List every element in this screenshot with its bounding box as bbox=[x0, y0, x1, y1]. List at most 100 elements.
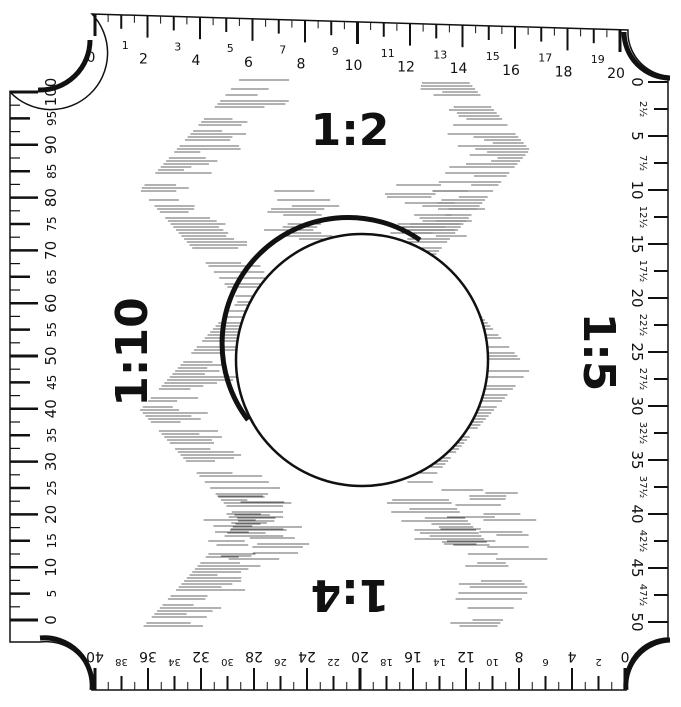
tick-label-top: 5 bbox=[227, 42, 234, 55]
tick-label-left: 40 bbox=[42, 399, 60, 418]
tick-label-top: 19 bbox=[591, 53, 605, 66]
tick-label-right: 50 bbox=[628, 612, 646, 631]
tick-label-right: 7½ bbox=[637, 155, 649, 171]
tick-label-right: 10 bbox=[628, 180, 646, 199]
tick-label-left: 10 bbox=[42, 558, 60, 577]
tick-label-bottom: 16 bbox=[404, 648, 422, 664]
scale-left-1-10: 0 5 10 15 20 25 30 35 40 45 50 55 60 65 70 75 80 85 90 95 10… bbox=[10, 78, 60, 625]
tick-label-left: 45 bbox=[45, 375, 59, 390]
tick-label-top: 9 bbox=[332, 45, 339, 58]
tick-label-bottom: 10 bbox=[486, 656, 499, 667]
central-hole bbox=[234, 232, 490, 488]
tick-label-right: 15 bbox=[628, 234, 646, 253]
corner-arc-top-left bbox=[37, 39, 93, 93]
tick-label-right: 30 bbox=[628, 396, 646, 415]
tick-label-bottom: 26 bbox=[274, 656, 287, 667]
tick-label-left: 55 bbox=[45, 322, 59, 337]
tick-label-left: 65 bbox=[45, 269, 59, 284]
tick-label-top: 0 bbox=[87, 50, 96, 66]
tick-label-top: 16 bbox=[502, 63, 520, 79]
tick-label-bottom: 32 bbox=[192, 648, 210, 664]
tick-label-left: 50 bbox=[42, 346, 60, 365]
tick-label-bottom: 20 bbox=[351, 648, 369, 664]
tick-label-top: 3 bbox=[174, 40, 181, 53]
tick-label-bottom: 28 bbox=[245, 648, 263, 664]
tick-label-right: 45 bbox=[628, 558, 646, 577]
tick-label-left: 75 bbox=[45, 216, 59, 231]
tick-label-top: 11 bbox=[381, 47, 395, 60]
tick-label-top: 2 bbox=[139, 52, 148, 68]
tick-label-bottom: 22 bbox=[327, 656, 340, 667]
tick-label-left: 100 bbox=[42, 78, 60, 107]
tick-label-top: 12 bbox=[397, 60, 415, 76]
tick-label-top: 7 bbox=[279, 44, 286, 57]
tick-label-bottom: 24 bbox=[298, 648, 316, 664]
tick-label-top: 4 bbox=[192, 53, 201, 69]
ratio-label-bottom: 1:4 bbox=[311, 569, 390, 620]
corner-arc-bottom-right bbox=[623, 637, 671, 691]
tick-label-left: 20 bbox=[42, 505, 60, 524]
tick-label-top: 8 bbox=[297, 56, 306, 72]
tick-label-bottom: 40 bbox=[86, 648, 104, 664]
tick-label-right: 17½ bbox=[637, 260, 649, 283]
tick-label-top: 13 bbox=[433, 48, 447, 61]
corner-arc-top-right bbox=[621, 31, 671, 81]
tick-label-bottom: 0 bbox=[621, 648, 630, 664]
tick-label-right: 27½ bbox=[637, 368, 649, 391]
tick-label-left: 60 bbox=[42, 294, 60, 313]
tick-label-bottom: 12 bbox=[457, 648, 475, 664]
tick-label-left: 35 bbox=[45, 428, 59, 443]
tick-label-bottom: 34 bbox=[168, 656, 181, 667]
tick-label-top: 1 bbox=[122, 39, 129, 52]
tick-label-left: 30 bbox=[42, 452, 60, 471]
tick-label-left: 90 bbox=[42, 135, 60, 154]
tick-label-top: 18 bbox=[555, 64, 573, 80]
tick-label-left: 0 bbox=[42, 615, 60, 625]
ratio-label-top: 1:2 bbox=[311, 105, 390, 156]
tick-label-top: 6 bbox=[244, 55, 253, 71]
tick-label-bottom: 4 bbox=[567, 648, 576, 664]
tick-label-left: 25 bbox=[45, 480, 59, 495]
tick-label-top: 20 bbox=[607, 66, 625, 82]
tick-label-right: 47½ bbox=[637, 584, 649, 607]
tick-label-right: 35 bbox=[628, 450, 646, 469]
ratio-label-right: 1:5 bbox=[573, 313, 624, 392]
tick-label-left: 15 bbox=[45, 533, 59, 548]
tick-label-left: 5 bbox=[45, 590, 59, 598]
tick-label-right: 37½ bbox=[637, 476, 649, 499]
tick-label-top: 17 bbox=[538, 52, 552, 65]
tick-label-right: 12½ bbox=[637, 206, 649, 229]
tick-label-left: 85 bbox=[45, 164, 59, 179]
tick-label-right: 2½ bbox=[637, 101, 649, 117]
tick-label-bottom: 14 bbox=[433, 656, 446, 667]
tick-label-right: 0 bbox=[628, 77, 646, 87]
scale-right-1-5: 0 2½ 5 7½ 10 12½ 15 17½ 20 22½ 25 27½ 30 32½ 35 37½ 40 42… bbox=[628, 77, 668, 632]
tick-label-top: 10 bbox=[345, 58, 363, 74]
tick-label-right: 42½ bbox=[637, 530, 649, 553]
tick-label-left: 80 bbox=[42, 188, 60, 207]
tick-label-left: 70 bbox=[42, 241, 60, 260]
tick-label-right: 32½ bbox=[637, 422, 649, 445]
ratio-label-left: 1:10 bbox=[107, 297, 158, 406]
tick-label-bottom: 8 bbox=[515, 648, 524, 664]
tick-label-right: 20 bbox=[628, 288, 646, 307]
tick-label-right: 5 bbox=[628, 131, 646, 141]
tick-label-bottom: 2 bbox=[595, 656, 601, 667]
tick-label-right: 25 bbox=[628, 342, 646, 361]
tick-label-bottom: 36 bbox=[139, 648, 157, 664]
tick-label-bottom: 30 bbox=[221, 656, 234, 667]
tick-label-top: 14 bbox=[450, 61, 468, 77]
central-hole-shadow bbox=[219, 215, 422, 422]
tick-label-bottom: 38 bbox=[115, 656, 128, 667]
tick-label-top: 15 bbox=[486, 50, 500, 63]
tick-label-bottom: 6 bbox=[542, 656, 548, 667]
tick-label-left: 95 bbox=[45, 111, 59, 126]
tick-label-right: 22½ bbox=[637, 314, 649, 337]
tick-label-right: 40 bbox=[628, 504, 646, 523]
tick-label-bottom: 18 bbox=[380, 656, 393, 667]
corner-arc-bottom-left bbox=[39, 635, 95, 691]
